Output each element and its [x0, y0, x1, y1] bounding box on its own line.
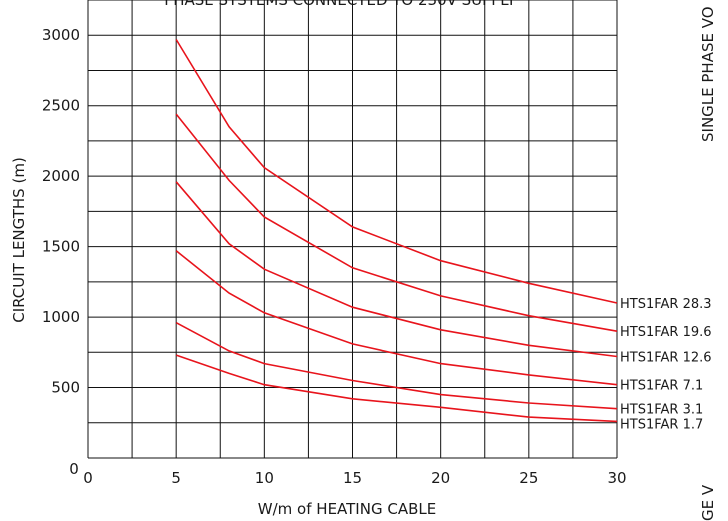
y-tick-label: 500 [51, 379, 80, 397]
series-labels: HTS1FAR 28.3 HTS1FAR 19.6 HTS1FAR 12.6 HTS1… [620, 297, 712, 433]
x-tick-label: 5 [171, 469, 181, 487]
series-line [175, 321, 618, 410]
x-tick-label: 30 [607, 469, 626, 487]
series-label: HTS1FAR 12.6 [620, 351, 712, 366]
series-label: HTS1FAR 3.1 [620, 403, 703, 418]
x-tick-label: 20 [431, 469, 450, 487]
side-text-bottom: GE V [699, 484, 717, 521]
y-tick-label: 0 [69, 460, 79, 478]
y-tick-label: 2500 [42, 97, 80, 115]
y-tick-label: 1500 [42, 238, 80, 256]
series-lines [175, 39, 618, 423]
series-line [175, 181, 618, 358]
series-label: HTS1FAR 1.7 [620, 418, 703, 433]
series-label: HTS1FAR 7.1 [620, 379, 703, 394]
series-line [175, 354, 618, 423]
x-tick-label: 10 [255, 469, 274, 487]
y-axis-label: CIRCUIT LENGTHS (m) [10, 157, 28, 323]
series-line [175, 113, 618, 332]
series-line [175, 250, 618, 386]
series-line [175, 39, 618, 304]
grid [87, 0, 618, 459]
series-label: HTS1FAR 28.3 [620, 297, 712, 312]
ticks: 0 5 10 15 20 25 30 500 1000 1500 2000 2500 3000 0 [42, 26, 627, 487]
y-tick-label: 2000 [42, 167, 80, 185]
side-text-top: SINGLE PHASE VO [699, 6, 717, 142]
series-label: HTS1FAR 19.6 [620, 325, 712, 340]
y-tick-label: 3000 [42, 26, 80, 44]
x-axis-label: W/m of HEATING CABLE [258, 500, 436, 518]
x-tick-label: 15 [343, 469, 362, 487]
x-tick-label: 0 [83, 469, 93, 487]
chart-title: PHASE SYSTEMS CONNECTED TO 230V SUPPLY [164, 0, 516, 9]
y-tick-label: 1000 [42, 308, 80, 326]
x-tick-label: 25 [519, 469, 538, 487]
